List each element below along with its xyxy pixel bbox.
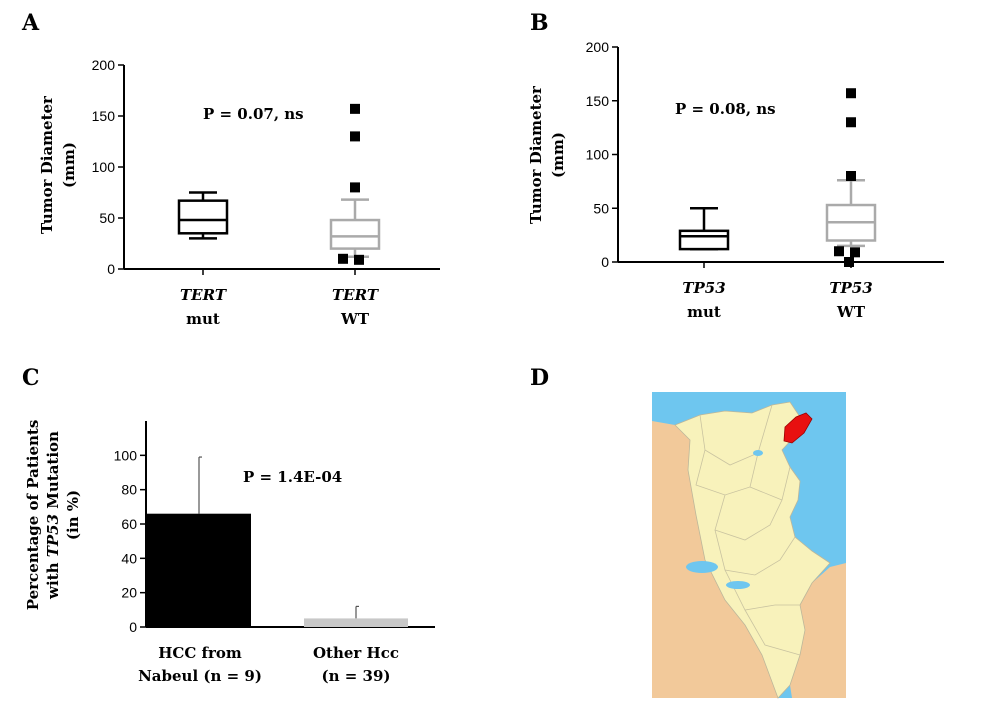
panel-c-annotation: P = 1.4E-04 <box>243 468 342 486</box>
panel-a-wt-outlier-4 <box>354 254 364 265</box>
panel-c-xlabel-nabeul-line1: HCC from <box>158 644 242 662</box>
panel-b-plot: 0 50 100 150 200 <box>586 39 944 270</box>
panel-c-bar-1 <box>304 618 408 627</box>
panel-b-xlabel-wt-group: WT <box>836 303 866 321</box>
panel-b-yaxis-title: Tumor Diameter (mm) <box>527 85 567 224</box>
panel-a-xlabel-mut-gene: TERT <box>180 286 228 304</box>
panel-a-wt-outlier-0 <box>350 103 360 114</box>
panel-a-plot: 0 50 100 150 200 <box>92 57 440 277</box>
panel-a-xlabel-wt: TERT WT <box>332 286 380 328</box>
panel-a-ytick-label-100: 100 <box>92 159 116 175</box>
panel-c-ytick-label-60: 60 <box>121 516 137 532</box>
panel-b-wt-outlier-5 <box>844 257 854 267</box>
panel-c-ytick-label-100: 100 <box>114 447 138 463</box>
panel-a-mut-box <box>177 199 229 235</box>
panel-c-xlabel-other-line1: Other Hcc <box>313 644 399 662</box>
panel-a-ytick-label-150: 150 <box>92 108 116 124</box>
svg-text:(mm): (mm) <box>549 132 567 178</box>
panel-b-wt-outlier-3 <box>834 246 844 257</box>
panel-a-xlabel-wt-gene: TERT <box>332 286 380 304</box>
panel-a-xlabel-wt-group: WT <box>340 310 370 328</box>
panel-b-mut-box <box>678 229 730 251</box>
panel-b-ytick-label-100: 100 <box>586 147 610 163</box>
panel-d: D <box>530 365 846 699</box>
map-tunisia <box>674 401 831 699</box>
map-region-nabeul <box>783 412 813 444</box>
panel-b-ytick-label-200: 200 <box>586 39 610 55</box>
panel-b: B Tumor Diameter (mm) 0 50 100 150 200 P = 0… <box>527 10 944 321</box>
panel-b-xlabel-wt: TP53 WT <box>829 279 872 321</box>
panel-c-label: C <box>22 365 40 391</box>
panel-d-label: D <box>530 365 549 391</box>
panel-b-ytick-label-50: 50 <box>593 200 609 216</box>
panel-b-ytick-label-150: 150 <box>586 93 610 109</box>
panel-a-wt-outlier-2 <box>350 182 360 193</box>
svg-text:Tumor Diameter: Tumor Diameter <box>527 85 545 224</box>
panel-a-wt-outlier-1 <box>350 131 360 142</box>
panel-c-plot: 0 20 40 60 80 100 <box>114 421 435 635</box>
svg-text:Percentage of Patients: Percentage of Patients <box>24 420 42 611</box>
panel-b-wt-outlier-1 <box>846 117 856 128</box>
map-neighbor-west <box>652 421 778 698</box>
panel-b-xlabel-mut: TP53 mut <box>682 279 725 321</box>
panel-a-annotation: P = 0.07, ns <box>203 105 304 123</box>
panel-b-wt-outlier-4 <box>850 247 860 258</box>
panel-a-wt-outlier-3 <box>338 253 348 264</box>
panel-c: C Percentage of Patients with TP53 Mutat… <box>22 365 435 685</box>
panel-a-ytick-label-0: 0 <box>107 261 115 277</box>
panel-c-bar-0 <box>147 513 251 627</box>
panel-b-xlabel-mut-group: mut <box>687 303 721 321</box>
panel-c-xlabel-other-line2: (n = 39) <box>322 667 391 685</box>
panel-a-ytick-label-200: 200 <box>92 57 116 73</box>
tunisia-map <box>652 392 846 699</box>
map-region-borders <box>695 404 801 656</box>
panel-c-xlabel-nabeul-line2: Nabeul (n = 9) <box>138 667 262 685</box>
svg-text:Tumor Diameter: Tumor Diameter <box>38 95 56 234</box>
panel-a-ytick-label-50: 50 <box>99 210 115 226</box>
map-neighbor-east <box>790 563 846 698</box>
panel-a-xlabel-mut: TERT mut <box>180 286 228 328</box>
panel-c-ytick-label-0: 0 <box>129 619 137 635</box>
panel-c-xlabel-nabeul: HCC from Nabeul (n = 9) <box>138 644 262 685</box>
panel-c-xlabel-other: Other Hcc (n = 39) <box>313 644 399 685</box>
panel-b-ytick-label-0: 0 <box>601 254 609 270</box>
svg-text:with TP53 Mutation: with TP53 Mutation <box>44 431 62 600</box>
panel-b-label: B <box>530 10 549 36</box>
panel-a-label: A <box>21 10 40 36</box>
panel-c-yaxis-title: Percentage of Patients with TP53 Mutatio… <box>24 420 82 611</box>
panel-b-xlabel-mut-gene: TP53 <box>682 279 725 297</box>
svg-text:(mm): (mm) <box>60 142 78 188</box>
panel-a-wt-box <box>329 218 381 250</box>
map-lakes <box>686 450 763 589</box>
panel-c-ytick-label-40: 40 <box>121 550 137 566</box>
panel-a: A Tumor Diameter (mm) 0 50 100 150 200 P = 0… <box>21 10 440 328</box>
panel-c-ytick-label-80: 80 <box>121 482 137 498</box>
panel-b-wt-outlier-0 <box>846 88 856 99</box>
svg-text:(in %): (in %) <box>64 490 82 540</box>
panel-a-xlabel-mut-group: mut <box>186 310 220 328</box>
panel-b-xlabel-wt-gene: TP53 <box>829 279 872 297</box>
panel-a-yaxis-title: Tumor Diameter (mm) <box>38 95 78 234</box>
panel-b-wt-outlier-2 <box>846 171 856 181</box>
panel-b-annotation: P = 0.08, ns <box>675 100 776 118</box>
panel-c-ytick-label-20: 20 <box>121 585 137 601</box>
